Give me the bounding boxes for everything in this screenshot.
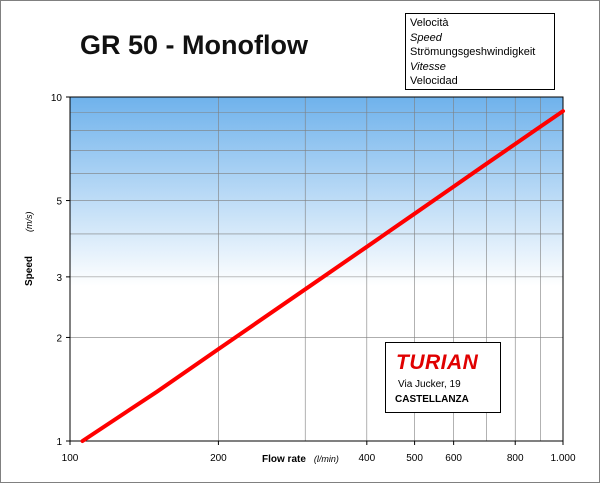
plot-border xyxy=(69,96,564,442)
series-layer xyxy=(80,109,565,443)
company-logo-box: TURIAN Via Jucker, 19 CASTELLANZA xyxy=(385,342,501,413)
x-axis-label: Flow rate xyxy=(262,454,306,465)
x-axis-unit: (l/min) xyxy=(313,454,339,464)
x-axis-title: Flow rate (l/min) xyxy=(262,454,339,465)
x-tick-label: 100 xyxy=(62,453,79,464)
y-tick-label: 10 xyxy=(51,93,63,104)
legend-line-fr: Vitesse xyxy=(410,60,446,73)
company-city: CASTELLANZA xyxy=(395,394,469,405)
speed-series-line xyxy=(80,109,565,443)
company-address: Via Jucker, 19 xyxy=(398,379,461,390)
y-tick-label: 5 xyxy=(56,197,62,208)
x-tick-label: 500 xyxy=(406,453,423,464)
axis-ticks: 100 200 400 500 600 800 1.000 1 2 3 5 10 xyxy=(51,93,576,464)
x-tick-label: 1.000 xyxy=(550,453,575,464)
x-tick-label: 600 xyxy=(445,453,462,464)
legend-line-it: Velocità xyxy=(410,17,449,29)
legend-line-es: Velocidad xyxy=(410,75,458,87)
legend-line-en: Speed xyxy=(410,31,442,44)
y-tick-label: 3 xyxy=(56,273,62,284)
x-tick-label: 200 xyxy=(210,453,227,464)
chart-title: GR 50 - Monoflow xyxy=(80,30,308,60)
language-legend: Velocità Speed Strömungsgeshwindigkeit V… xyxy=(405,13,555,90)
x-tick-label: 800 xyxy=(507,453,524,464)
company-logo: TURIAN xyxy=(396,351,479,374)
legend-line-de: Strömungsgeshwindigkeit xyxy=(410,46,536,58)
y-tick-label: 1 xyxy=(56,437,62,448)
y-tick-label: 2 xyxy=(56,333,62,344)
y-axis-label: Speed xyxy=(24,256,35,286)
y-axis-unit: (m/s) xyxy=(24,212,34,233)
x-tick-label: 400 xyxy=(358,453,375,464)
